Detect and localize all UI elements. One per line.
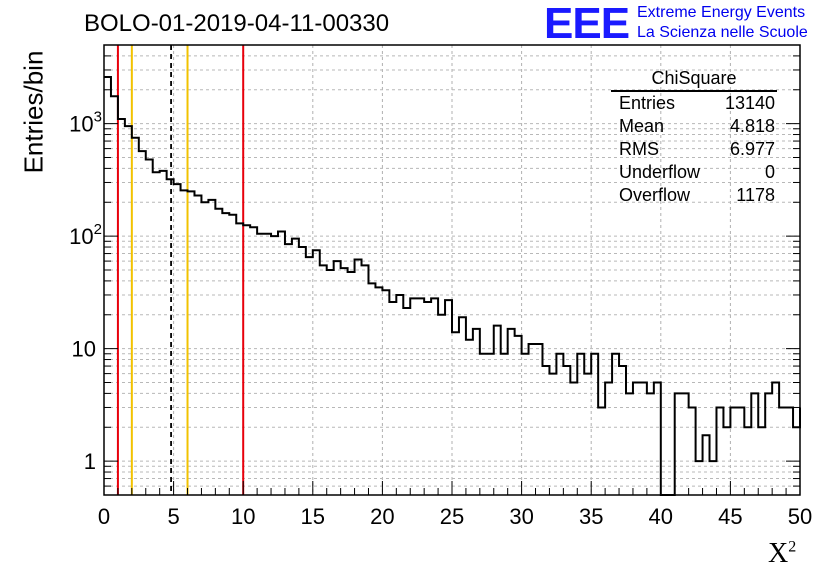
y-tick-label: 1 xyxy=(84,449,96,474)
histogram-series xyxy=(104,75,801,496)
x-tick-label: 20 xyxy=(370,504,394,529)
x-tick-label: 40 xyxy=(649,504,673,529)
tick-labels: 0 5 10 15 20 25 30 35 40 45 50 1 10 102 103 xyxy=(69,109,812,529)
stats-label: RMS xyxy=(619,139,659,159)
eee-logo: EEE xyxy=(544,0,630,48)
x-tick-label: 10 xyxy=(231,504,255,529)
stats-label: Overflow xyxy=(619,185,691,205)
stats-label: Entries xyxy=(619,93,676,113)
x-axis-label-base: X xyxy=(768,538,789,569)
stats-value: 1178 xyxy=(736,185,775,205)
cut-lines xyxy=(116,45,245,495)
x-tick-label: 50 xyxy=(788,504,812,529)
logo-line-1: Extreme Energy Events xyxy=(637,4,806,21)
y-tick-label: 10 xyxy=(72,337,96,362)
y-axis-label: Entries/bin xyxy=(18,50,49,174)
x-tick-label: 45 xyxy=(718,504,742,529)
x-axis-label-exponent: 2 xyxy=(788,538,797,556)
run-title: BOLO-01-2019-04-11-00330 xyxy=(84,10,390,37)
stats-label: Mean xyxy=(619,116,665,136)
y-tick-label: 102 xyxy=(69,221,102,249)
stats-value: 13140 xyxy=(724,93,775,113)
x-axis-label: X2 xyxy=(768,538,796,570)
stats-row: Underflow 0 xyxy=(611,161,777,184)
logo-line-2: La Scienza nelle Scuole xyxy=(637,24,808,41)
stats-label: Underflow xyxy=(619,162,701,182)
grid-lines xyxy=(104,45,800,495)
stats-box: ChiSquare Entries 13140 Mean 4.818 RMS 6.97… xyxy=(611,66,777,207)
x-tick-label: 25 xyxy=(440,504,464,529)
axis-ticks xyxy=(103,55,801,495)
x-tick-label: 0 xyxy=(98,504,110,529)
x-tick-label: 35 xyxy=(579,504,603,529)
stats-value: 6.977 xyxy=(729,139,775,159)
x-tick-label: 15 xyxy=(301,504,325,529)
x-tick-label: 30 xyxy=(509,504,533,529)
stats-value: 4.818 xyxy=(729,116,775,136)
stats-title: ChiSquare xyxy=(611,66,777,92)
x-tick-label: 5 xyxy=(167,504,179,529)
stats-row: RMS 6.977 xyxy=(611,138,777,161)
stats-row: Entries 13140 xyxy=(611,92,777,115)
stats-row: Mean 4.818 xyxy=(611,115,777,138)
stats-value: 0 xyxy=(764,162,775,182)
stats-row: Overflow 1178 xyxy=(611,184,777,207)
y-tick-label: 103 xyxy=(69,109,102,137)
